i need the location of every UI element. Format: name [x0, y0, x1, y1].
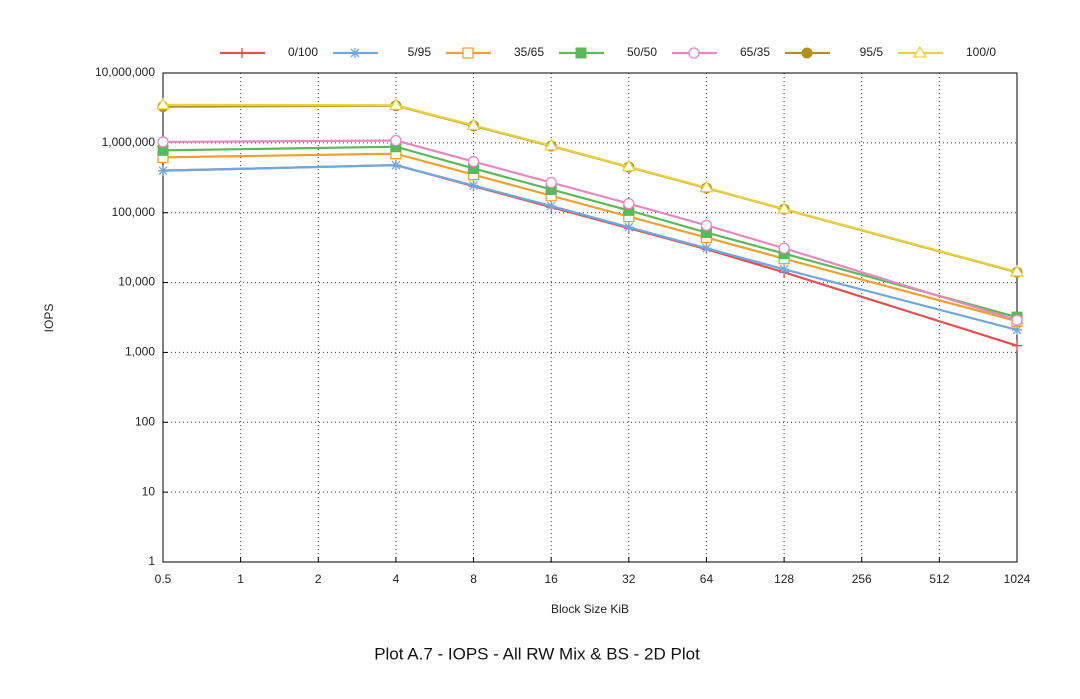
data-point — [158, 165, 168, 176]
x-tick-label: 8 — [470, 572, 477, 586]
chart-caption: Plot A.7 - IOPS - All RW Mix & BS - 2D P… — [374, 644, 700, 663]
y-tick-label: 100 — [135, 414, 155, 428]
data-point — [155, 97, 171, 110]
plot-frame — [162, 72, 1018, 563]
series-line — [162, 139, 1018, 322]
data-point — [1009, 264, 1025, 277]
x-tick-label: 256 — [852, 572, 872, 586]
x-axis-label: Block Size KiB — [551, 602, 629, 616]
x-tick-label: 2 — [315, 572, 322, 586]
data-point — [466, 118, 481, 131]
data-point — [778, 242, 790, 254]
y-tick-label: 1,000,000 — [102, 135, 156, 149]
legend-marker — [350, 48, 360, 58]
data-point — [546, 200, 557, 211]
data-point — [545, 177, 557, 189]
series-line — [162, 104, 1018, 274]
data-point — [700, 219, 713, 231]
data-point — [621, 159, 636, 172]
legend-label: 65/35 — [740, 45, 770, 59]
data-point — [157, 136, 169, 148]
legend-marker — [462, 47, 474, 59]
data-point — [544, 138, 559, 151]
legend-label: 5/95 — [408, 45, 432, 59]
data-point — [1012, 324, 1022, 335]
data-point — [701, 243, 712, 254]
legend-label: 95/5 — [860, 45, 884, 59]
data-point — [623, 198, 635, 210]
legend-marker — [912, 45, 928, 58]
series-line — [162, 164, 1018, 331]
legend-label: 100/0 — [966, 45, 996, 59]
x-tick-label: 1024 — [1004, 572, 1031, 586]
y-tick-label: 10 — [142, 484, 156, 498]
legend-marker — [801, 47, 813, 59]
y-tick-label: 1,000 — [125, 345, 155, 359]
data-point — [1011, 314, 1023, 326]
series-line — [162, 103, 1018, 273]
legend-marker — [237, 48, 247, 58]
x-tick-label: 128 — [774, 572, 794, 586]
data-point — [699, 180, 714, 193]
data-point — [776, 201, 792, 214]
data-point — [390, 160, 401, 171]
x-tick-label: 0.5 — [155, 572, 172, 586]
y-tick-label: 100,000 — [112, 205, 156, 219]
y-tick-label: 10,000 — [118, 275, 155, 289]
legend-label: 35/65 — [514, 45, 544, 59]
legend-marker — [688, 47, 700, 59]
y-tick-label: 1 — [148, 554, 155, 568]
y-axis-label: IOPS — [42, 304, 56, 333]
x-tick-label: 512 — [929, 572, 949, 586]
series-line — [162, 145, 1018, 319]
data-point — [468, 180, 479, 191]
data-point — [390, 134, 402, 147]
data-point — [779, 264, 790, 275]
legend-label: 50/50 — [627, 45, 657, 59]
data-point — [1012, 340, 1022, 351]
data-point — [623, 222, 634, 233]
x-tick-label: 16 — [545, 572, 559, 586]
x-tick-label: 64 — [700, 572, 714, 586]
series-line — [162, 152, 1018, 323]
x-tick-label: 1 — [237, 572, 244, 586]
data-point — [388, 98, 404, 110]
data-point — [467, 155, 480, 168]
legend-label: 0/100 — [288, 45, 318, 59]
x-tick-label: 4 — [393, 572, 400, 586]
y-tick-label: 10,000,000 — [95, 65, 155, 79]
x-tick-label: 32 — [622, 572, 636, 586]
legend-marker — [575, 47, 587, 59]
